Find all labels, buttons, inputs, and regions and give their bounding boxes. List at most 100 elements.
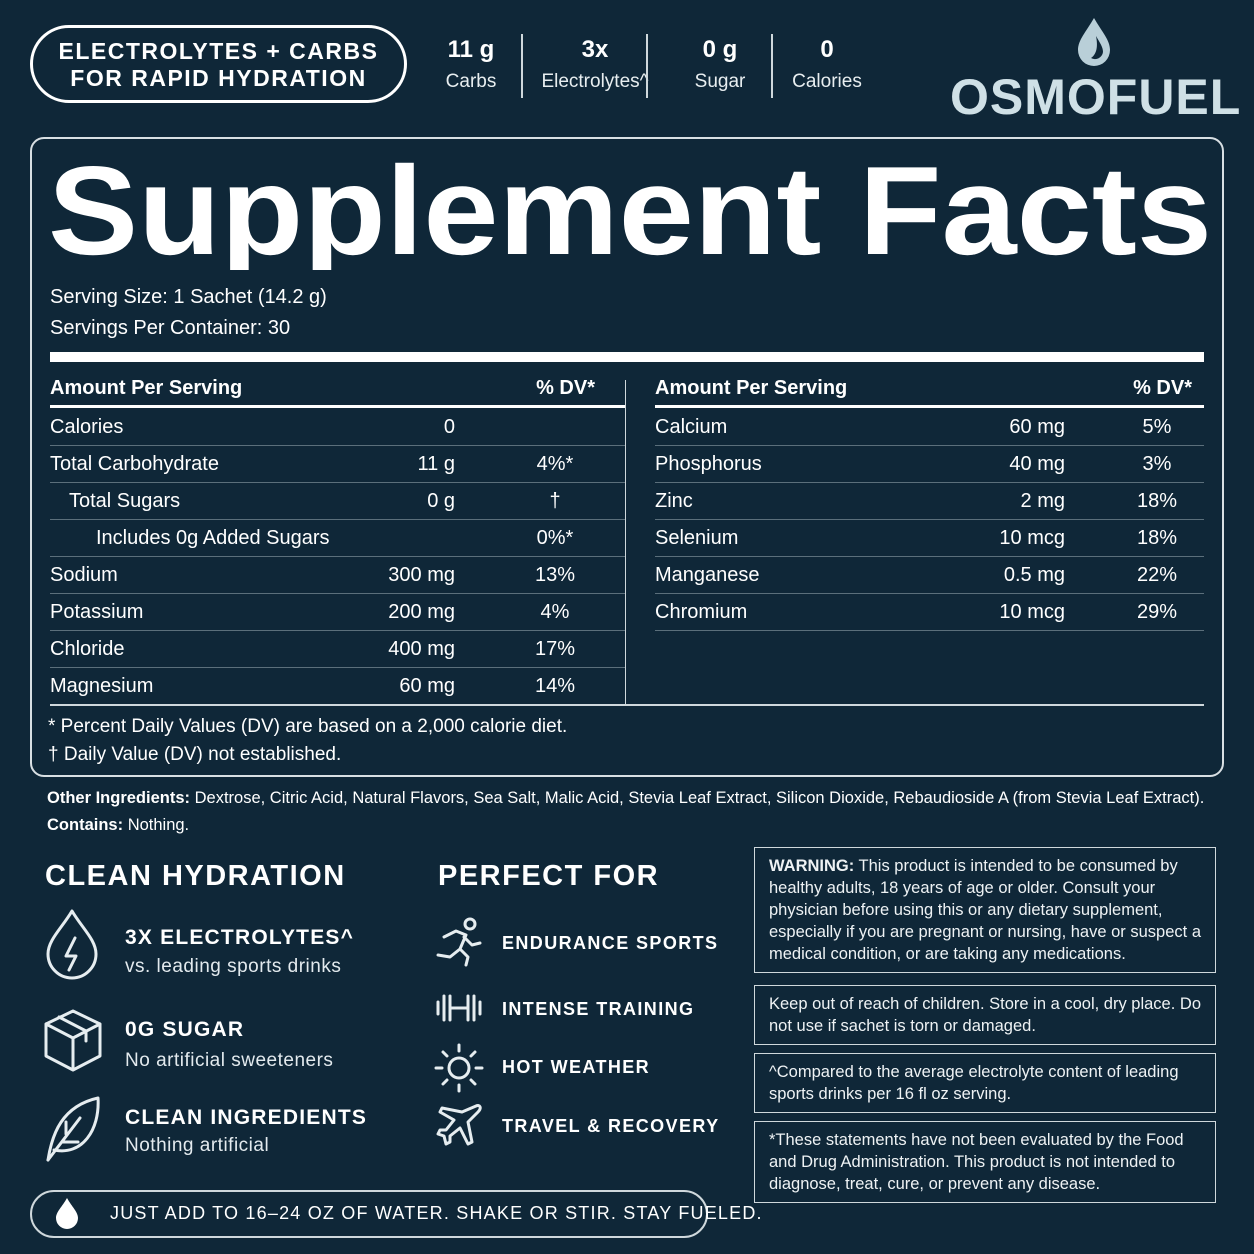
drop-bolt-icon [46,909,98,980]
serving-size: Serving Size: 1 Sachet (14.2 g) [50,286,327,308]
column-divider [625,380,626,705]
icon-shape [447,1056,471,1080]
icon-shape [44,1009,102,1072]
facts-title-wrap: Supplement Facts [48,140,1212,270]
nutrient-name: Sodium [50,564,118,586]
nutrient-dv: 17% [534,638,576,660]
column-header: % DV* [1133,377,1192,399]
nutrient-dv: 5% [1142,416,1172,438]
brand-icon [1078,18,1110,66]
feature-subtitle: No artificial sweeteners [125,1050,334,1071]
row-rule [655,482,1204,483]
nutrient-amount: 200 mg [388,601,455,623]
nutrient-amount: 0 [443,416,455,438]
icon-shape [434,1043,484,1093]
ingredients-text: Dextrose, Citric Acid, Natural Flavors, … [194,789,1205,807]
nutrient-name: Magnesium [50,675,154,697]
column-header: % DV* [536,377,595,399]
icon-shape [46,1096,100,1162]
nutrient-amount: 0 g [427,490,455,512]
section-title: PERFECT FOR [438,860,660,892]
column-header: Amount Per Serving [655,377,848,399]
use-case: TRAVEL & RECOVERY [502,1116,720,1136]
nutrient-dv: 18% [1136,527,1178,549]
nutrient-dv: 14% [534,675,576,697]
badge-line: ELECTROLYTES + CARBS [58,38,379,64]
nutrient-name: Phosphorus [655,453,762,475]
notice-box: ^Compared to the average electrolyte con… [754,1053,1216,1113]
stat-value: 0 g [702,36,738,63]
ingredients: Other Ingredients: Dextrose, Citric Acid… [47,789,1204,808]
stat-value: 0 [820,36,834,63]
warning-text: This product is intended to be consumed … [769,857,1201,963]
contains-text: Nothing. [127,816,190,834]
icon-shape [436,929,482,967]
contains-label: Contains: [47,816,124,834]
nutrient-amount: 400 mg [388,638,455,660]
row-rule [655,445,1204,446]
row-rule [50,630,625,631]
nutrient-name: Chloride [50,638,125,660]
runner-icon [436,917,482,967]
icon-shape [1091,36,1103,60]
header-rule [50,405,625,408]
stat-label: Sugar [694,71,746,92]
row-rule [655,519,1204,520]
notice-box: Keep out of reach of children. Store in … [754,985,1216,1045]
feature-subtitle: vs. leading sports drinks [125,956,342,977]
nutrient-dv: 22% [1136,564,1178,586]
row-rule [50,556,625,557]
nutrient-name: Total Sugars [69,490,181,512]
footer-text: JUST ADD TO 16–24 OZ OF WATER. SHAKE OR … [110,1203,763,1223]
stat-label: Calories [792,71,862,92]
row-rule [655,593,1204,594]
stat-value: 3x [581,36,609,63]
box-icon [44,1009,102,1072]
nutrient-amount: 0.5 mg [1003,564,1065,586]
row-rule [50,482,625,483]
nutrient-amount: 10 mcg [999,601,1065,623]
stat-label: Electrolytes^ [541,71,649,92]
icon-shape [436,994,482,1022]
plane-icon [436,1104,482,1146]
leaf-icon [46,1096,100,1162]
nutrient-amount: 300 mg [388,564,455,586]
nutrient-amount: 40 mg [1009,453,1065,475]
drop-icon [56,1198,78,1229]
row-rule [50,593,625,594]
nutrient-name: Zinc [655,490,693,512]
nutrient-dv: 4%* [536,453,574,475]
nutrient-name: Chromium [655,601,748,623]
nutrient-name: Calories [50,416,124,438]
row-rule [50,519,625,520]
footer-pill [30,1190,708,1238]
header-rule [655,405,1204,408]
divider [646,34,648,98]
stat-label: Carbs [445,71,497,92]
nutrient-name: Potassium [50,601,144,623]
icon-shape [46,1116,82,1162]
contains: Contains: Nothing. [47,816,189,835]
stat-value: 11 g [447,36,495,63]
row-rule [50,667,625,668]
dumbbell-icon [436,994,482,1022]
use-case: ENDURANCE SPORTS [502,933,719,953]
nutrient-amount: 10 mcg [999,527,1065,549]
row-rule [50,445,625,446]
nutrient-name: Calcium [655,416,728,438]
facts-title: Supplement Facts [48,140,1212,270]
nutrient-name: Selenium [655,527,739,549]
bottom-rule [50,704,1204,706]
notice-box: *These statements have not been evaluate… [754,1121,1216,1203]
brand-name: OSMOFUEL [950,69,1242,125]
use-case: INTENSE TRAINING [502,999,695,1019]
nutrient-amount: 60 mg [399,675,455,697]
use-case: HOT WEATHER [502,1057,651,1077]
warning-box: WARNING: This product is intended to be … [754,847,1216,973]
icon-shape [436,1104,482,1146]
nutrient-name: Manganese [655,564,760,586]
nutrient-dv: 13% [534,564,576,586]
divider [521,34,523,98]
facts-box [30,137,1224,777]
